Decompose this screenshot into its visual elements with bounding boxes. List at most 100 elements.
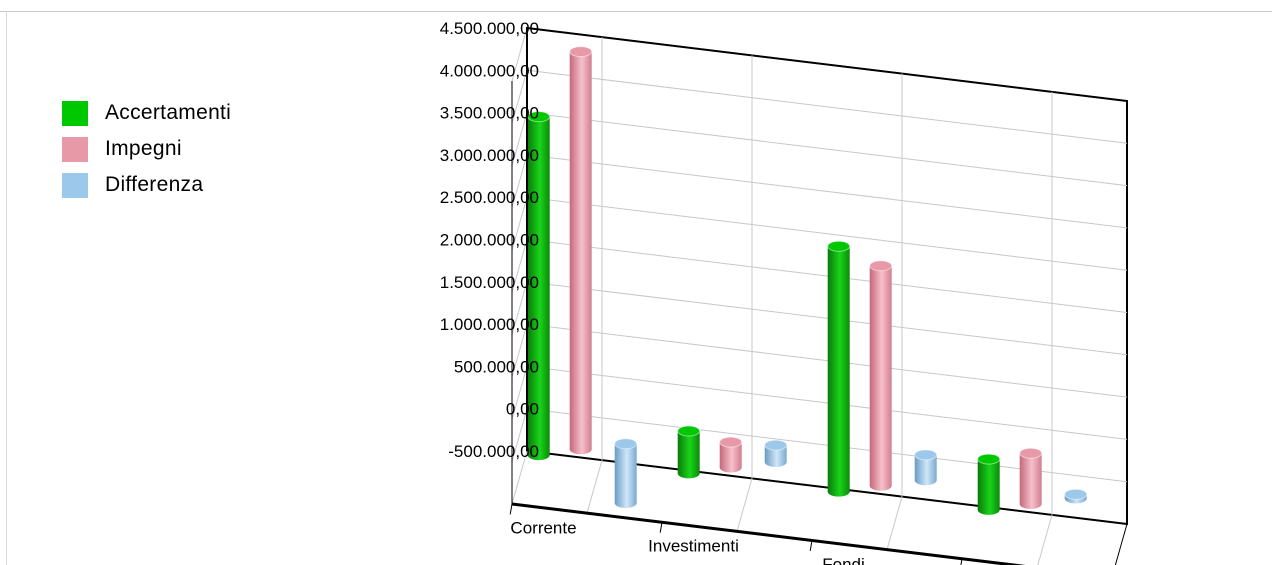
bar-top-cap [977,453,1001,465]
x-tick [509,503,513,515]
bar-differenza-3 [1064,488,1088,504]
bar-bottom-cap [1019,498,1042,509]
bar-body [827,246,850,492]
legend-item-impegni: Impegni [62,131,231,167]
chart-bars [527,46,1088,515]
gridline-floor [1037,514,1053,565]
bar-top-cap [1019,447,1043,459]
frame-top-border [0,11,1272,12]
frame-left-border [6,11,7,565]
bar-bottom-cap [764,456,787,467]
bar-bottom-cap [719,462,742,473]
bar-bottom-cap [614,497,637,508]
bar-top-cap [569,46,593,58]
legend-swatch-impegni [62,136,88,162]
gridline-left [511,408,528,462]
bar-accertamenti-0 [527,111,551,461]
bar-bottom-cap [569,444,592,455]
chart-legend: Accertamenti Impegni Differenza [62,95,231,203]
gridline-back [526,323,1128,398]
gridline-left [511,281,528,335]
bar-body [527,116,550,456]
legend-item-differenza: Differenza [62,167,231,203]
y-tick-label: 0,00 [506,400,539,419]
gridline-left [511,154,528,209]
bar-differenza-2 [914,449,938,486]
x-tick [659,522,663,533]
gridline-back [526,196,1128,271]
gridline-left [511,450,528,505]
legend-swatch-differenza [62,172,88,198]
y-tick-label: 4.500.000,00 [440,19,539,38]
gridline-back [526,69,1128,144]
bar-impegni-0 [569,46,593,455]
bar-body [869,265,892,486]
bar-body [614,443,637,503]
bar-accertamenti-1 [677,425,701,479]
bar-accertamenti-2 [827,240,851,497]
bar-bottom-cap [527,450,550,461]
x-tick-label: Corrente [510,518,576,537]
gridline-floor [586,459,603,514]
bar-top-cap [614,438,638,450]
y-tick-label: 2.500.000,00 [440,188,539,207]
gridline-floor [886,496,903,550]
bar-top-cap [677,425,701,437]
bar-accertamenti-3 [977,453,1001,515]
bar-body [1019,453,1042,504]
x-tick-label: Investimenti [648,537,739,556]
legend-label-differenza: Differenza [105,173,204,196]
y-tick-label: 2.000.000,00 [440,231,539,250]
chart-labels: 4.500.000,00 4.000.000,00 3.500.000,00 3.00… [440,19,865,565]
bar-bottom-cap [677,468,700,479]
gridline-left [511,70,528,124]
gridline-back [526,154,1128,229]
bar-body [719,442,742,468]
y-tick-label: 3.000.000,00 [440,146,539,165]
bar-top-cap [914,449,938,461]
gridline-left [511,366,528,420]
gridline-left [511,239,528,293]
bar-differenza-1 [764,439,788,467]
gridline-left [511,197,528,251]
bar-top-cap [827,240,851,252]
bar-body [569,51,592,450]
x-tick [960,558,963,565]
legend-item-accertamenti: Accertamenti [62,95,231,131]
gridline-back [526,365,1128,440]
bar-differenza-0 [614,438,638,508]
y-tick-label: 3.500.000,00 [440,104,539,123]
bar-top-cap [869,260,893,272]
bar-bottom-cap [869,480,892,491]
bar-top-cap [1064,488,1088,500]
x-tick [809,540,813,551]
gridline-left [511,112,528,166]
bar-impegni-1 [719,436,743,473]
y-tick-label: 1.000.000,00 [440,315,539,334]
gridline-back [526,281,1128,356]
x-tick-label: Fondi [822,555,865,565]
gridline-back [526,112,1128,187]
gridline-left [511,323,528,378]
x-axis [511,502,1026,565]
bar-top-cap [764,439,788,451]
bar-body [677,431,700,474]
y-tick-label: 1.500.000,00 [440,273,539,292]
bar-bottom-cap [914,475,937,486]
y-tick-label: 4.000.000,00 [440,61,539,80]
bar-body [914,454,937,481]
legend-swatch-accertamenti [62,100,88,126]
bar-body [977,459,1000,510]
gridline-floor [736,478,753,532]
legend-label-impegni: Impegni [105,137,182,160]
gridline-back [526,239,1128,313]
bar-impegni-3 [1019,447,1043,509]
y-tick-label: -500.000,00 [448,442,539,461]
bar-top-cap [719,436,743,448]
gridline-left [511,27,528,82]
bar-bottom-cap [827,486,850,497]
floor-right-edge [1114,523,1128,565]
legend-label-accertamenti: Accertamenti [105,101,232,124]
bar-impegni-2 [869,260,893,491]
